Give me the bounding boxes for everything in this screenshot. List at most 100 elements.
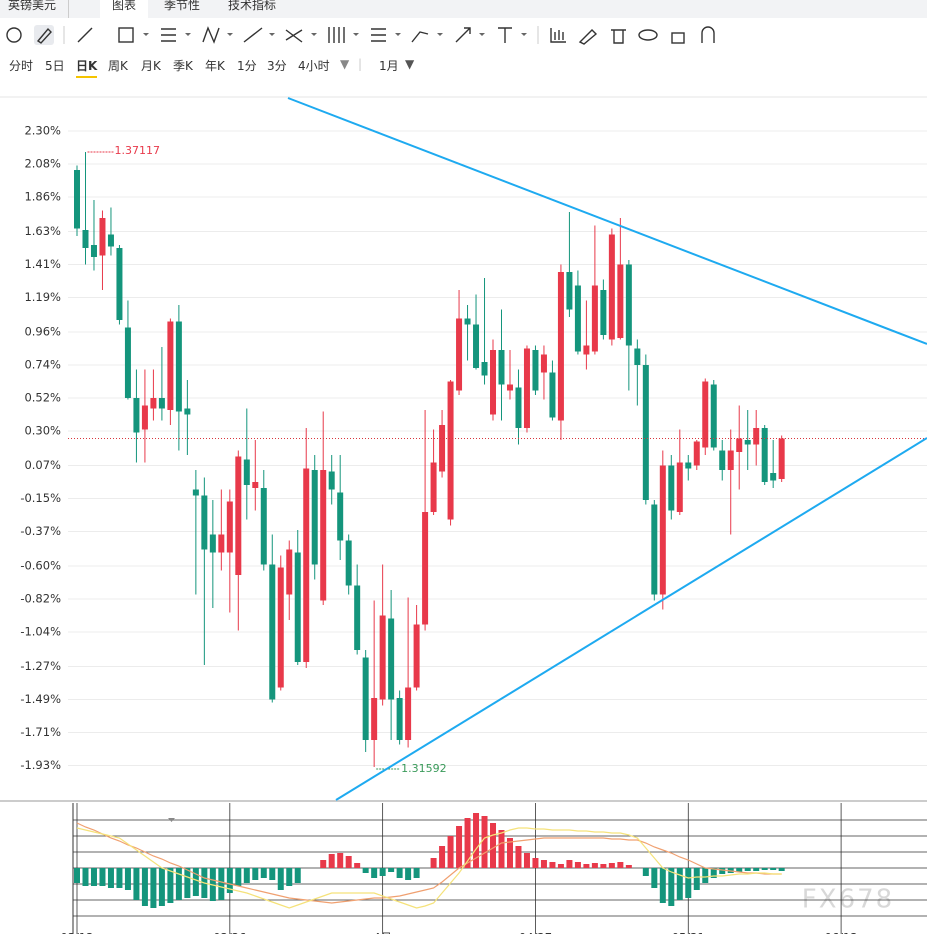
y-tick-label: -1.04% — [20, 625, 61, 639]
macd-bar — [642, 868, 649, 876]
macd-bar — [337, 853, 344, 868]
icon[interactable] — [578, 29, 598, 45]
macd-bar — [608, 863, 615, 868]
period[interactable]: 1分 — [237, 59, 257, 73]
candle-body — [481, 362, 488, 376]
period[interactable]: 3分 — [267, 59, 287, 73]
macd-bar — [473, 813, 480, 868]
macd-bar — [659, 868, 666, 903]
period[interactable]: 5日 — [45, 59, 65, 73]
candle-body — [175, 321, 182, 412]
candle-body — [141, 405, 148, 430]
candle-body — [150, 398, 157, 409]
macd-bar — [235, 868, 242, 886]
icon[interactable] — [243, 27, 263, 43]
y-tick-label: 1.63% — [24, 224, 61, 238]
candle-body — [167, 321, 174, 410]
dropdown-arrow[interactable]: ▼ — [405, 57, 415, 71]
icon[interactable] — [671, 32, 685, 44]
candle-body — [566, 272, 573, 310]
icon[interactable] — [328, 27, 345, 43]
period[interactable]: 月K — [141, 59, 161, 73]
macd-line — [76, 827, 782, 909]
symbol[interactable]: 英镑美元 — [0, 0, 70, 18]
trend-line — [335, 437, 927, 801]
candle-body — [422, 512, 429, 625]
icon[interactable] — [611, 29, 626, 44]
y-tick-label: 0.07% — [24, 458, 61, 472]
tab[interactable]: 图表 — [100, 0, 149, 18]
macd-bar — [269, 868, 276, 880]
macd-bar — [600, 864, 607, 868]
candle-body — [235, 456, 242, 575]
candle-body — [557, 272, 564, 421]
macd-bar — [82, 868, 89, 886]
icon[interactable] — [550, 28, 566, 43]
candle-body — [107, 234, 114, 247]
menu-arrow — [168, 818, 175, 822]
macd-bar — [591, 863, 598, 868]
tab-bar: 英镑美元 图表 季节性 技术指标 — [0, 0, 927, 18]
period[interactable]: 分时 — [9, 59, 34, 73]
candle-body — [540, 354, 547, 373]
icon[interactable] — [371, 28, 386, 42]
icon[interactable] — [118, 27, 134, 43]
macd-bar — [685, 868, 692, 898]
icon[interactable] — [498, 27, 512, 43]
macd-bar — [243, 868, 250, 883]
period[interactable]: 日K — [76, 57, 98, 78]
macd-line — [76, 822, 782, 904]
macd-bar — [456, 826, 463, 868]
macd-bar — [260, 868, 267, 878]
watermark: FX678 — [802, 885, 894, 915]
candle-body — [252, 482, 259, 488]
macd-bar — [481, 816, 488, 868]
candle-body — [736, 438, 743, 452]
icon[interactable] — [161, 28, 176, 42]
tab[interactable]: 技术指标 — [228, 0, 277, 12]
icon[interactable] — [701, 26, 715, 43]
icon[interactable] — [36, 27, 52, 44]
icon[interactable] — [638, 29, 658, 41]
macd-bar — [693, 868, 700, 890]
icon[interactable] — [202, 26, 220, 44]
candle-body — [184, 408, 191, 415]
icon[interactable] — [285, 29, 303, 43]
macd-bar — [574, 862, 581, 868]
y-tick-label: -0.37% — [20, 524, 61, 538]
candle-body — [226, 501, 233, 553]
macd-bar — [566, 860, 573, 868]
macd-bar — [405, 868, 412, 880]
candle-body — [651, 504, 658, 595]
icon[interactable] — [455, 27, 471, 43]
macd-bar — [753, 868, 760, 871]
macd-bar — [141, 868, 148, 906]
candle-body — [379, 615, 386, 700]
candle-body — [693, 441, 700, 466]
macd-bar — [676, 868, 683, 900]
macd-bar — [379, 868, 386, 876]
range[interactable]: 1月 — [379, 59, 399, 73]
candle-body — [574, 285, 581, 352]
period[interactable]: 季K — [173, 59, 193, 73]
icon[interactable] — [411, 31, 429, 43]
period[interactable]: 年K — [205, 59, 225, 73]
candle-body — [413, 624, 420, 688]
macd-bar — [328, 854, 335, 868]
x-tick-label: 03/12 — [60, 931, 93, 934]
period[interactable]: 4小时 — [298, 59, 330, 73]
period[interactable]: 周K — [108, 59, 128, 73]
macd-bar — [277, 868, 284, 890]
tab[interactable]: 季节性 — [164, 0, 201, 12]
icon[interactable] — [77, 27, 93, 43]
macd-bar — [201, 868, 208, 898]
macd-bar — [523, 853, 530, 868]
candle-body — [269, 564, 276, 700]
icon[interactable] — [6, 27, 22, 43]
dropdown-arrow[interactable]: ▼ — [340, 57, 350, 71]
y-tick-label: 2.08% — [24, 157, 61, 171]
candle-body — [676, 462, 683, 512]
candle-body — [192, 489, 199, 496]
macd-bar — [490, 823, 497, 868]
separator: | — [358, 57, 363, 71]
